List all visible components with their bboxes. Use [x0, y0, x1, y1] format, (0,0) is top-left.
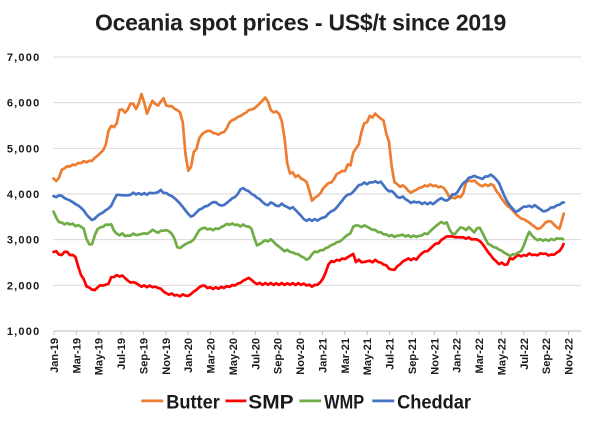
- svg-text:SMP: SMP: [248, 392, 293, 413]
- svg-text:6,000: 6,000: [7, 98, 41, 110]
- svg-text:Jan-22: Jan-22: [452, 338, 464, 373]
- svg-text:1,000: 1,000: [7, 326, 41, 338]
- svg-text:Nov-19: Nov-19: [161, 338, 173, 375]
- svg-text:Nov-22: Nov-22: [564, 338, 576, 375]
- svg-text:Sep-22: Sep-22: [541, 338, 553, 374]
- svg-text:Jul-20: Jul-20: [250, 338, 262, 370]
- svg-text:7,000: 7,000: [7, 52, 41, 64]
- svg-text:4,000: 4,000: [7, 189, 41, 201]
- svg-text:Sep-19: Sep-19: [139, 338, 151, 374]
- svg-text:Mar-21: Mar-21: [340, 338, 352, 373]
- svg-text:May-21: May-21: [362, 338, 374, 375]
- svg-text:Jan-20: Jan-20: [183, 338, 195, 373]
- svg-text:May-22: May-22: [496, 338, 508, 375]
- svg-text:Butter: Butter: [166, 391, 220, 412]
- svg-text:May-20: May-20: [228, 338, 240, 375]
- svg-text:Mar-22: Mar-22: [474, 338, 486, 373]
- svg-text:Sep-20: Sep-20: [273, 338, 285, 374]
- svg-text:Jul-21: Jul-21: [385, 338, 397, 370]
- svg-text:Mar-20: Mar-20: [206, 338, 218, 373]
- svg-text:Nov-20: Nov-20: [295, 338, 307, 375]
- svg-text:Oceania spot prices - US$/t si: Oceania spot prices - US$/t since 2019: [95, 10, 506, 36]
- svg-text:5,000: 5,000: [7, 143, 41, 155]
- svg-text:Jan-19: Jan-19: [49, 338, 61, 373]
- svg-text:Sep-21: Sep-21: [407, 338, 419, 374]
- svg-text:May-19: May-19: [94, 338, 106, 375]
- svg-text:WMP: WMP: [324, 391, 364, 412]
- svg-text:Jan-21: Jan-21: [317, 338, 329, 373]
- svg-text:3,000: 3,000: [7, 235, 41, 247]
- svg-text:Mar-19: Mar-19: [71, 338, 83, 373]
- svg-text:2,000: 2,000: [7, 280, 41, 292]
- svg-text:Nov-21: Nov-21: [429, 338, 441, 375]
- svg-text:Jul-19: Jul-19: [116, 338, 128, 370]
- svg-text:Cheddar: Cheddar: [397, 391, 471, 412]
- svg-text:Jul-22: Jul-22: [519, 338, 531, 370]
